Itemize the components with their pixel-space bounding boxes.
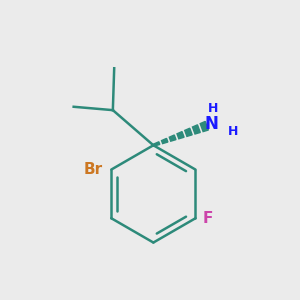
Text: F: F — [202, 211, 213, 226]
Text: Br: Br — [84, 162, 103, 177]
Polygon shape — [200, 122, 208, 132]
Text: H: H — [208, 102, 219, 115]
Polygon shape — [193, 125, 200, 134]
Text: N: N — [205, 115, 218, 133]
Polygon shape — [177, 132, 184, 139]
Polygon shape — [185, 128, 192, 136]
Polygon shape — [161, 138, 168, 144]
Polygon shape — [154, 142, 160, 146]
Text: H: H — [228, 125, 238, 138]
Polygon shape — [169, 135, 176, 141]
